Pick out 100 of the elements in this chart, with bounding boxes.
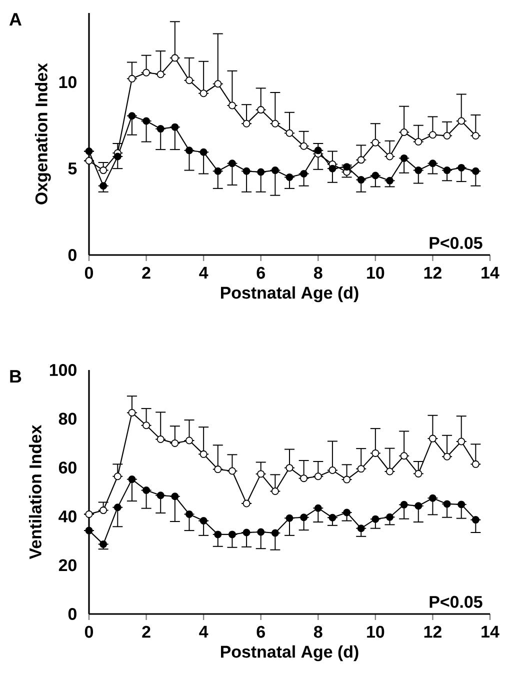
point [357,465,365,473]
point [156,125,164,133]
point [214,167,222,175]
point [114,472,122,480]
point [128,112,136,120]
point [372,449,380,457]
x-tick-label: 0 [84,626,94,638]
y-axis-title: Ventilation Index [28,424,42,560]
point [472,516,480,524]
point [100,166,108,174]
point [372,515,380,523]
point [472,167,480,175]
point [242,167,250,175]
x-tick-label: 10 [367,266,384,279]
point [300,474,308,482]
point [386,176,394,184]
point [400,128,408,136]
point [228,530,236,538]
point [428,131,436,139]
point [156,436,164,444]
point [156,492,164,500]
point [472,460,480,468]
point [185,510,193,518]
point [300,514,308,522]
point [242,500,250,508]
point [300,170,308,178]
point [214,80,222,88]
point [414,138,422,146]
x-tick-label: 12 [424,266,442,279]
point [286,464,294,472]
point [171,123,179,131]
y-tick-label: 0 [68,608,76,620]
x-tick-label: 10 [367,626,384,638]
point [185,146,193,154]
point [185,436,193,444]
point [343,476,351,484]
point [357,524,365,532]
point [400,500,408,508]
y-tick-label: 60 [58,462,76,474]
point [242,120,250,128]
point [428,494,436,502]
point [343,508,351,516]
y-tick-label: 10 [59,76,76,88]
point [286,514,294,522]
point [428,434,436,442]
point [100,506,108,514]
point [142,422,150,430]
point [443,166,451,174]
point [314,472,322,480]
point [200,517,208,525]
point [372,138,380,146]
point [85,148,93,156]
point [443,452,451,460]
x-tick-label: 6 [256,626,265,638]
point [142,117,150,125]
point [328,514,336,522]
point [271,166,279,174]
point [458,500,466,508]
point [357,176,365,184]
point [171,54,179,62]
point [100,182,108,190]
point [114,152,122,160]
point [114,504,122,512]
x-tick-label: 4 [199,626,208,638]
point [458,117,466,125]
point [386,152,394,160]
point [328,164,336,172]
point [286,173,294,181]
point [458,438,466,446]
y-tick-label: 40 [58,510,76,522]
x-tick-label: 8 [314,266,322,279]
x-tick-label: 8 [314,626,322,638]
chart-title: A [9,13,22,26]
point [271,488,279,496]
point [242,528,250,536]
point [400,452,408,460]
x-tick-label: 4 [199,266,208,278]
point [85,157,93,165]
y-tick-label: 20 [58,559,76,572]
x-tick-label: 6 [256,266,265,279]
x-axis-title: Postnatal Age (d) [221,645,358,662]
x-tick-label: 0 [84,266,94,279]
point [386,513,394,521]
point [185,76,193,84]
point [472,132,480,140]
point [300,142,308,150]
point [128,408,136,416]
point [414,502,422,510]
point [228,160,236,168]
point [128,476,136,484]
point [343,163,351,171]
y-axis-title: Oxgenation Index [34,63,51,204]
point [228,467,236,475]
point [443,132,451,140]
point [214,530,222,538]
point [171,492,179,500]
point [414,166,422,174]
y-tick-label: 5 [68,162,77,174]
y-tick-label: 80 [58,412,76,425]
point [85,510,93,518]
